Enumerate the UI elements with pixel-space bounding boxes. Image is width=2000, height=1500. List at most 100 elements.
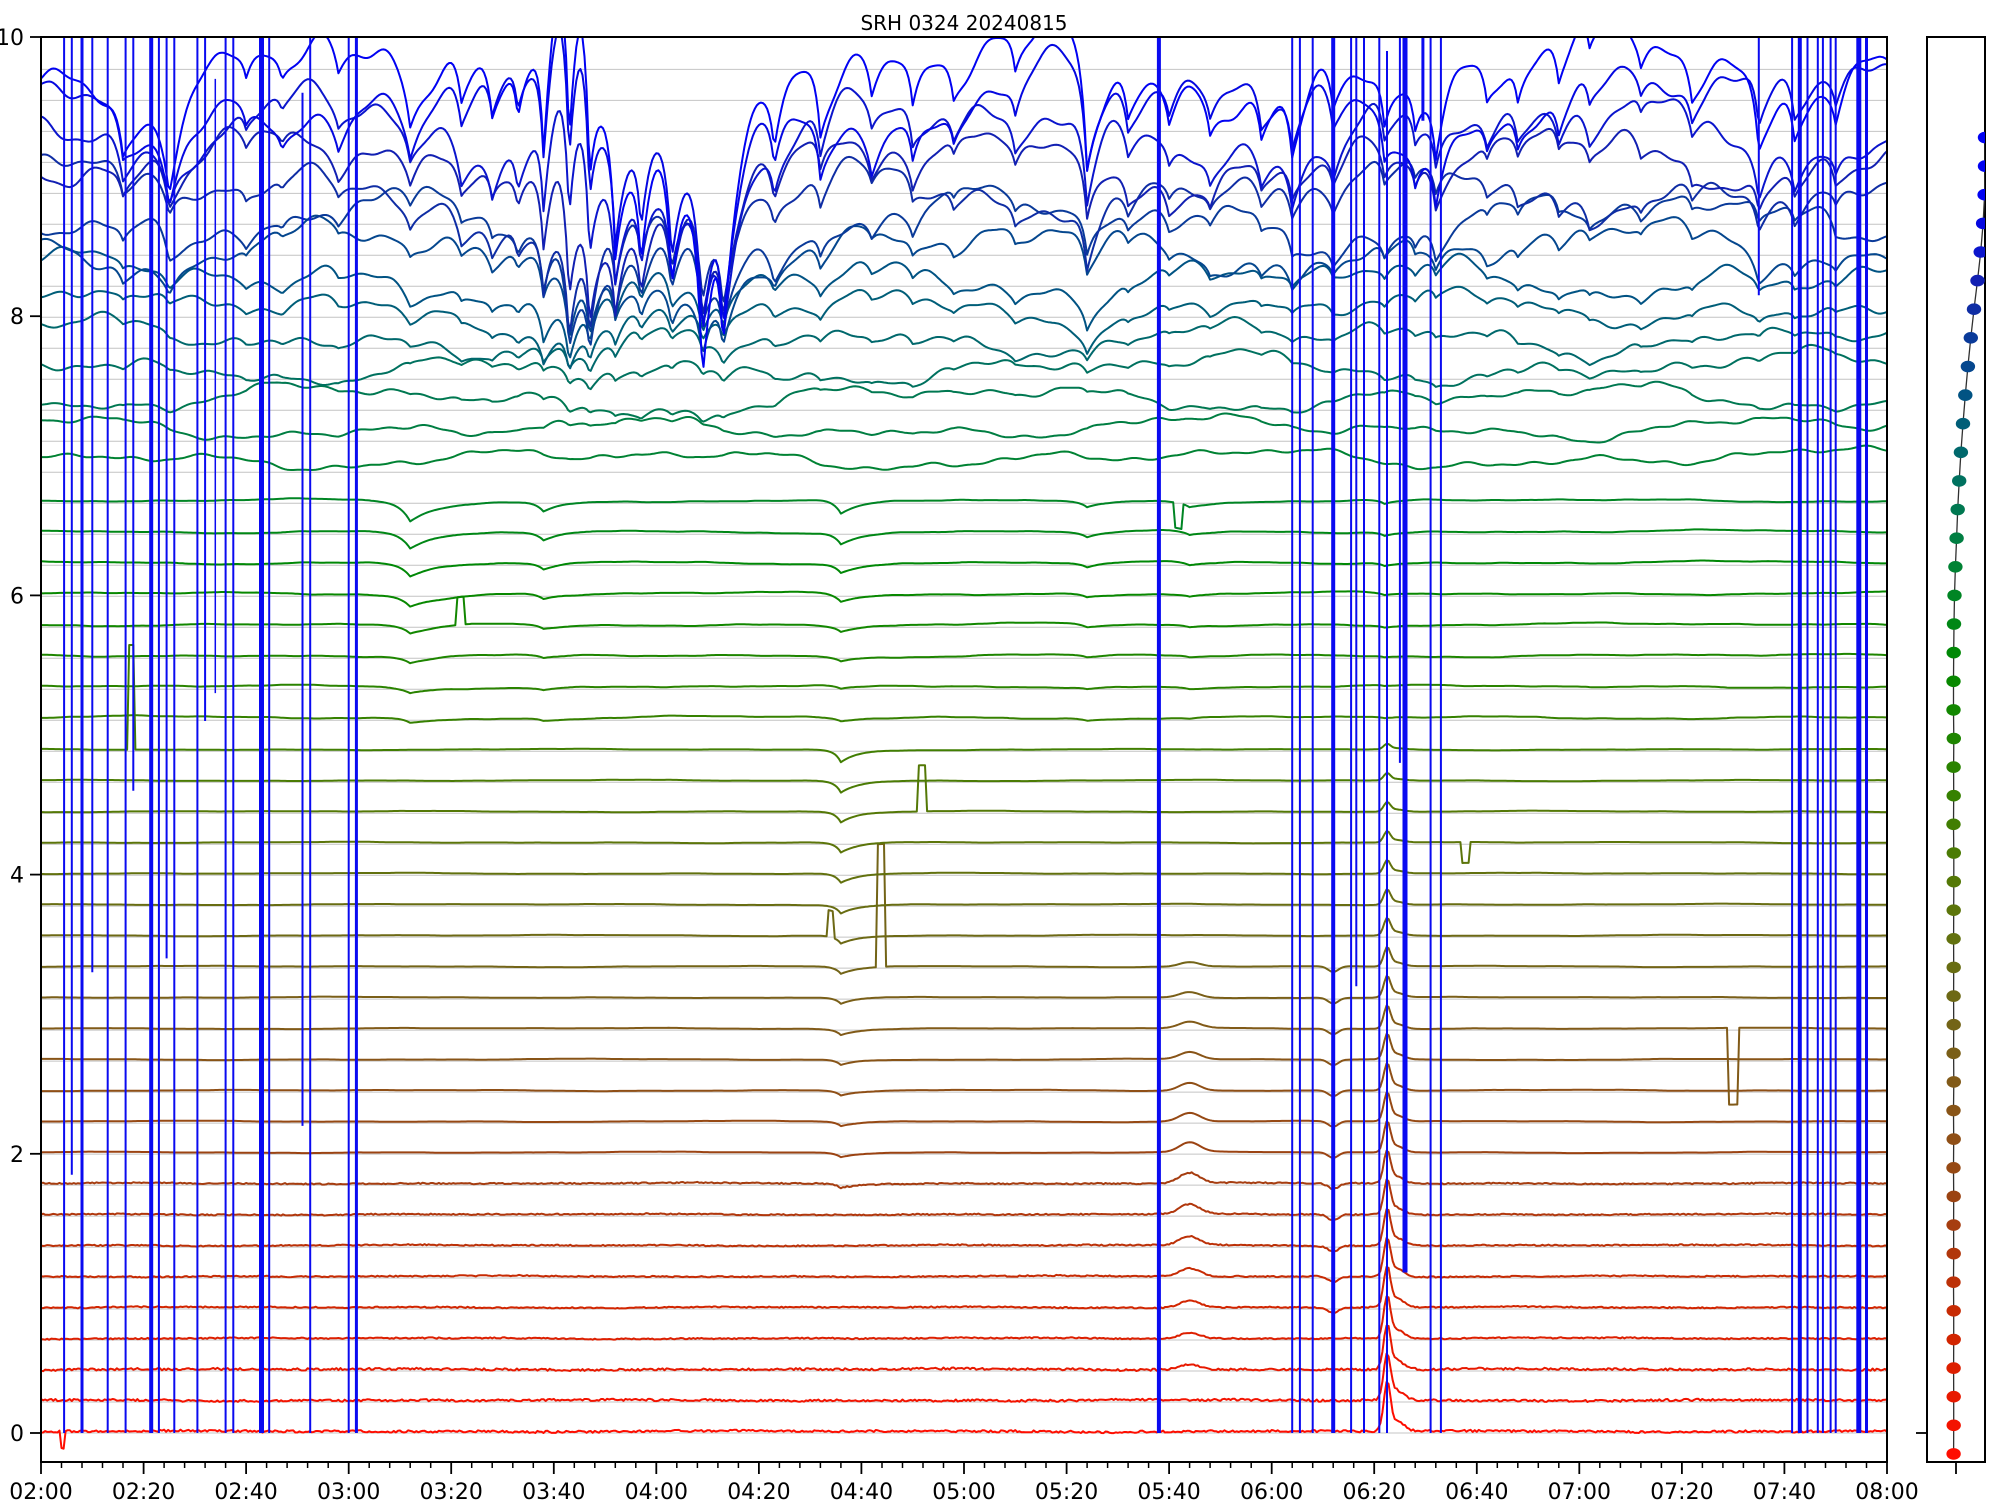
signal-trace [41,1091,1887,1128]
frequency-channel-dot [1946,1162,1961,1174]
x-tick-label: 04:40 [830,1480,893,1500]
x-tick-label: 08:00 [1855,1480,1918,1500]
side-panel-dot-area [1946,131,1985,1460]
x-tick-label: 03:20 [419,1480,482,1500]
signal-trace [41,764,1887,824]
frequency-channel-dot [1973,246,1985,258]
signal-trace [41,643,1887,764]
x-tick-label: 02:20 [112,1480,175,1500]
frequency-channel-dot [1953,446,1969,459]
y-tick-label: 0 [10,1422,24,1447]
frequency-channel-dot [1977,160,1985,172]
frequency-channel-dot [1946,1362,1961,1374]
signal-trace [41,1062,1887,1098]
frequency-channel-dot [1946,1018,1961,1031]
x-tick-label: 07:00 [1548,1480,1611,1500]
signal-trace [41,590,1887,608]
signal-trace [41,380,1887,423]
y-tick-label: 4 [10,864,24,889]
signal-trace [41,37,1887,328]
x-tick-label: 07:40 [1753,1480,1816,1500]
x-tick-label: 05:40 [1137,1480,1200,1500]
frequency-channel-dot [1946,1448,1961,1460]
frequency-channel-dot [1946,1419,1961,1432]
signal-trace [41,184,1887,346]
frequency-channel-dot [1952,475,1967,487]
x-tick-label: 06:40 [1445,1480,1508,1500]
x-tick-label: 05:00 [932,1480,995,1500]
frequency-channel-dot [1946,1390,1961,1403]
frequency-channel-dot [1946,990,1961,1002]
signal-trace [41,310,1887,372]
x-tick-label: 03:40 [522,1480,585,1500]
frequency-channel-dot [1950,503,1965,516]
frequency-channel-dot [1946,904,1961,916]
signal-trace [41,842,1887,975]
frequency-channel-dot [1946,875,1962,888]
frequency-channel-dot [1946,818,1961,831]
frequency-channel-dot [1946,675,1961,688]
frequency-channel-dot [1946,1333,1961,1346]
signal-trace [41,153,1887,332]
frequency-channel-dot [1946,761,1961,773]
frequency-channel-dot [1946,1219,1961,1231]
signal-trace [41,214,1887,352]
trace-lines [41,37,1887,1450]
frequency-channel-dot [1946,961,1961,974]
signal-trace [41,245,1887,359]
frequency-channel-dot [1946,847,1962,859]
frequency-channel-dot [1977,188,1985,201]
frequency-channel-dot [1946,789,1961,802]
axis-ticks-and-labels: 02:00 02:20 02:40 03:00 03:20 03:40 04:00 04:20… [0,26,1919,1500]
frequency-channel-dot [1963,332,1979,344]
signal-trace [41,975,1887,1005]
x-tick-label: 02:40 [214,1480,277,1500]
signal-trace [41,412,1887,444]
frequency-channel-dot [1946,618,1962,630]
signal-trace [41,888,1887,915]
frequency-channel-dot [1946,1305,1961,1317]
x-tick-label: 06:20 [1342,1480,1405,1500]
frequency-channel-dot [1946,732,1962,745]
frequency-channel-dot [1955,417,1971,430]
signal-trace [41,859,1887,884]
frequency-channel-dot [1946,1190,1961,1203]
signal-trace [41,1120,1887,1159]
frequency-channel-dot [1946,1247,1961,1260]
y-tick-label: 2 [10,1143,24,1168]
frequency-channel-dot [1970,274,1985,287]
signal-trace [41,559,1887,578]
signal-trace [41,1033,1887,1067]
frequency-profile-side-panel [1916,36,1986,1474]
signal-trace [41,37,1887,368]
frequency-channel-dot [1946,646,1961,659]
frequency-channel-dot [1966,303,1982,316]
frequency-channel-dot [1946,704,1961,716]
frequency-channel-dot [1949,532,1964,544]
frequency-channel-dot [1975,217,1985,230]
frequency-channel-dot [1946,1104,1961,1117]
x-tick-label: 03:00 [317,1480,380,1500]
x-tick-label: 07:20 [1650,1480,1713,1500]
x-tick-label: 04:00 [625,1480,688,1500]
signal-trace [41,1352,1887,1403]
frequency-channel-dot [1946,1076,1962,1088]
rfi-interference-lines [63,37,1868,1433]
frequency-channel-dot [1960,360,1976,373]
frequency-channel-dot [1946,933,1961,945]
y-tick-label: 8 [10,305,24,330]
signal-trace [41,714,1887,724]
signal-trace [41,772,1887,794]
signal-trace [41,528,1887,550]
frequency-channel-dot [1977,131,1985,144]
frequency-channel-dot [1958,389,1973,401]
signal-trace [41,595,1887,635]
signal-trace [41,1324,1887,1373]
signal-trace [41,830,1887,864]
x-tick-label: 02:00 [9,1480,72,1500]
frequency-channel-dot [1946,1047,1961,1060]
signal-trace [41,1295,1887,1341]
signal-trace [41,126,1887,318]
